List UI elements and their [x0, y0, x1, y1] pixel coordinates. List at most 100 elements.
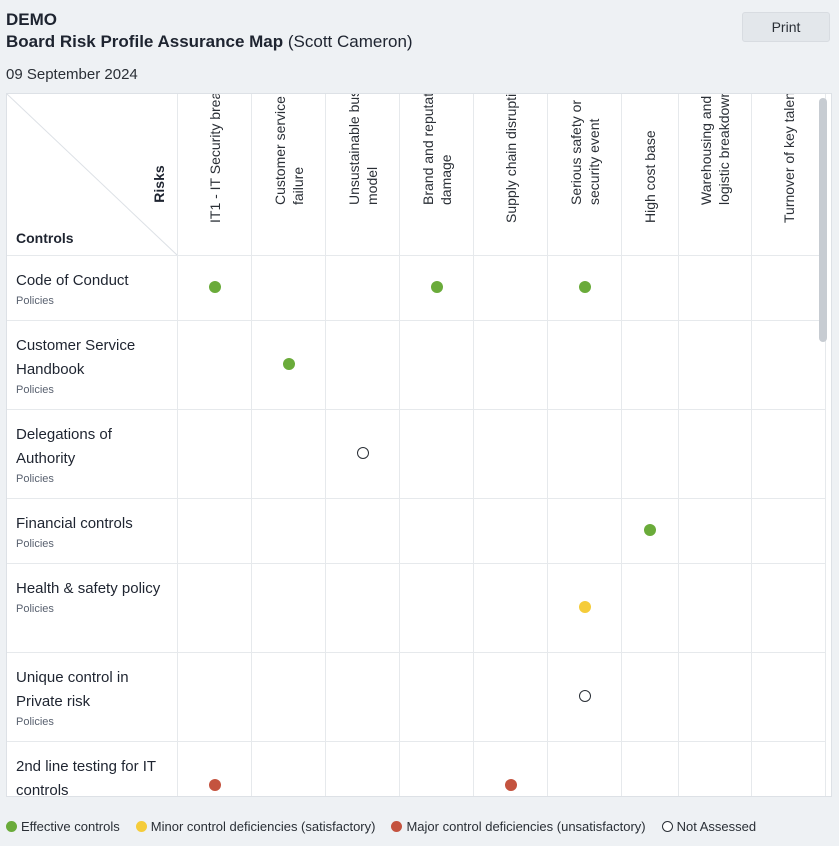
- matrix-cell[interactable]: [547, 652, 622, 742]
- control-name[interactable]: Health & safety policy: [16, 580, 161, 597]
- matrix-cell[interactable]: [547, 255, 622, 321]
- matrix-cell: [751, 498, 826, 564]
- matrix-cell[interactable]: [621, 498, 679, 564]
- risk-label: High cost base: [642, 130, 658, 223]
- matrix-cell: [177, 409, 252, 499]
- status-dot-effective[interactable]: [644, 524, 656, 536]
- control-cell[interactable]: Delegations of Authority Policies: [7, 409, 178, 499]
- risk-column-header: Unsustainable business model: [325, 94, 400, 256]
- matrix-cell: [621, 741, 679, 796]
- status-dot-minor[interactable]: [578, 601, 591, 613]
- control-name[interactable]: Code of Conduct: [16, 272, 129, 289]
- matrix-cell: [621, 563, 679, 653]
- matrix-cell: [399, 652, 474, 742]
- assurance-map-panel[interactable]: Risks Controls IT1 - IT Security breach C…: [6, 93, 832, 797]
- control-type: Policies: [16, 295, 54, 307]
- risk-column-header: High cost base: [621, 94, 679, 256]
- matrix-cell: [547, 409, 622, 499]
- matrix-cell: [678, 498, 752, 564]
- matrix-cell: [177, 652, 252, 742]
- legend-label: Minor control deficiencies (satisfactory…: [150, 819, 376, 834]
- matrix-cell: [547, 320, 622, 410]
- report-date: 09 September 2024: [6, 66, 138, 83]
- matrix-cell: [751, 255, 826, 321]
- risk-column-header: Supply chain disruption: [473, 94, 548, 256]
- matrix-cell: [678, 741, 752, 796]
- legend-dot-effective: [6, 821, 17, 832]
- status-dot-effective[interactable]: [430, 281, 443, 293]
- risk-header-row: Risks Controls IT1 - IT Security breach C…: [7, 94, 826, 256]
- matrix-cell: [473, 409, 548, 499]
- matrix-cell: [325, 563, 400, 653]
- page-header: DEMO Board Risk Profile Assurance Map (S…: [6, 10, 413, 83]
- vertical-scrollbar[interactable]: [818, 96, 827, 792]
- matrix-cell[interactable]: [325, 409, 400, 499]
- control-name[interactable]: Financial controls: [16, 515, 133, 532]
- report-title: Board Risk Profile Assurance Map: [6, 32, 284, 51]
- matrix-cell[interactable]: [251, 320, 326, 410]
- status-dot-not-assessed[interactable]: [356, 447, 369, 459]
- matrix-cell: [325, 741, 400, 796]
- control-row: Customer Service Handbook Policies: [7, 320, 826, 410]
- matrix-cell: [751, 320, 826, 410]
- status-dot-effective[interactable]: [282, 358, 295, 370]
- control-row: Unique control in Private risk Policies: [7, 652, 826, 742]
- assurance-matrix: Risks Controls IT1 - IT Security breach C…: [7, 94, 826, 796]
- control-type: Policies: [16, 716, 54, 728]
- matrix-cell[interactable]: [177, 255, 252, 321]
- matrix-cell: [678, 409, 752, 499]
- control-type: Policies: [16, 384, 54, 396]
- status-dot-effective[interactable]: [208, 281, 221, 293]
- matrix-cell[interactable]: [473, 741, 548, 796]
- legend-item: Effective controls: [6, 819, 120, 834]
- risk-column-header: Brand and reputation damage: [399, 94, 474, 256]
- page-title: Board Risk Profile Assurance Map (Scott …: [6, 30, 413, 54]
- status-dot-effective[interactable]: [578, 281, 591, 293]
- matrix-cell: [678, 255, 752, 321]
- control-cell[interactable]: Customer Service Handbook Policies: [7, 320, 178, 410]
- risk-column-header: Customer service failure: [251, 94, 326, 256]
- control-name[interactable]: Delegations of Authority: [16, 426, 112, 467]
- risk-label: Warehousing and logistic breakdown: [698, 93, 732, 205]
- matrix-cell[interactable]: [399, 255, 474, 321]
- matrix-cell: [547, 498, 622, 564]
- matrix-cell: [325, 498, 400, 564]
- matrix-cell[interactable]: [177, 741, 252, 796]
- legend-dot-minor: [135, 821, 147, 832]
- matrix-cell[interactable]: [547, 563, 622, 653]
- control-cell[interactable]: Health & safety policy Policies: [7, 563, 178, 653]
- status-dot-not-assessed[interactable]: [578, 690, 591, 702]
- legend-label: Effective controls: [21, 819, 120, 834]
- control-cell[interactable]: Unique control in Private risk Policies: [7, 652, 178, 742]
- risk-label: Serious safety or security event: [567, 99, 602, 205]
- control-name[interactable]: Unique control in Private risk: [16, 669, 129, 710]
- control-name[interactable]: Customer Service Handbook: [16, 337, 136, 378]
- control-row: Health & safety policy Policies: [7, 563, 826, 653]
- matrix-cell: [251, 741, 326, 796]
- control-cell[interactable]: Financial controls Policies: [7, 498, 178, 564]
- control-row: Delegations of Authority Policies: [7, 409, 826, 499]
- matrix-cell: [473, 255, 548, 321]
- diagonal-divider: [7, 94, 177, 255]
- control-cell[interactable]: 2nd line testing for IT controls: [7, 741, 178, 797]
- control-cell[interactable]: Code of Conduct Policies: [7, 255, 178, 321]
- print-button[interactable]: Print: [742, 12, 830, 42]
- matrix-cell: [751, 563, 826, 653]
- matrix-cell: [473, 563, 548, 653]
- risk-label: Customer service failure: [271, 96, 306, 205]
- control-row: 2nd line testing for IT controls: [7, 741, 826, 797]
- matrix-cell: [751, 409, 826, 499]
- risk-column-header: IT1 - IT Security breach: [177, 94, 252, 256]
- matrix-cell: [547, 741, 622, 796]
- status-dot-major[interactable]: [208, 779, 221, 791]
- legend: Effective controls Minor control deficien…: [6, 819, 772, 834]
- legend-dot-major: [391, 821, 403, 832]
- scrollbar-thumb[interactable]: [819, 98, 827, 342]
- matrix-cell: [678, 320, 752, 410]
- status-dot-major[interactable]: [504, 779, 517, 791]
- matrix-cell: [177, 498, 252, 564]
- matrix-cell: [621, 320, 679, 410]
- matrix-cell: [399, 320, 474, 410]
- control-name[interactable]: 2nd line testing for IT controls: [16, 758, 156, 797]
- control-row: Financial controls Policies: [7, 498, 826, 564]
